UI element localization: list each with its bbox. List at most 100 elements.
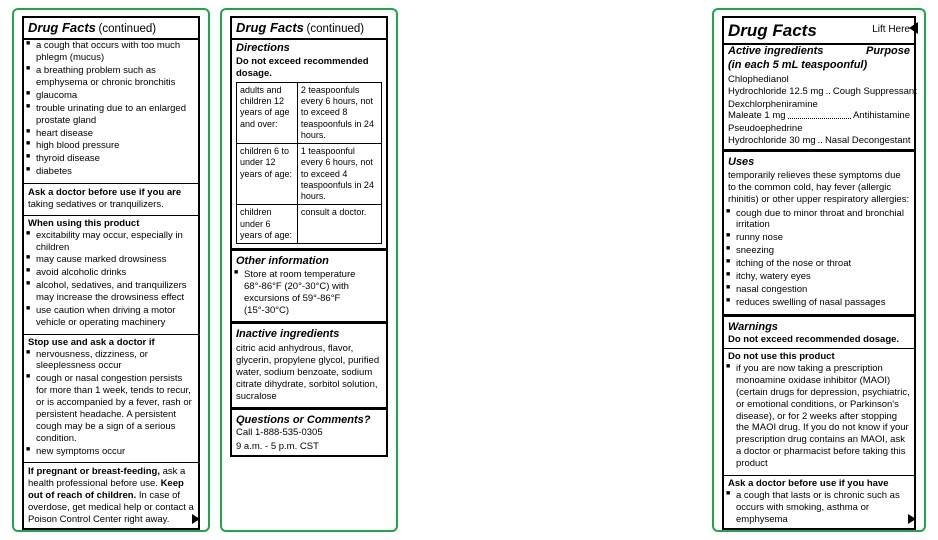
panel-warnings-continued: Drug Facts (continued) a cough that occu… xyxy=(12,8,210,532)
dots: .. xyxy=(818,135,823,147)
list-item: thyroid disease xyxy=(36,153,194,165)
ingredient-name-line2: Maleate 1 mg xyxy=(728,110,786,122)
list-item: nasal congestion xyxy=(736,284,910,296)
panel-drug-facts-main: Drug Facts Lift Here Active ingredients … xyxy=(712,8,926,532)
list-item: trouble urinating due to an enlarged pro… xyxy=(36,103,194,127)
list-item: may cause marked drowsiness xyxy=(36,254,194,266)
table-row: adults and children 12 years of age and … xyxy=(237,82,382,143)
list-item: itching of the nose or throat xyxy=(736,258,910,270)
dosage-amount: 2 teaspoonfuls every 6 hours, not to exc… xyxy=(297,82,381,143)
inactive-body: citric acid anhydrous, flavor, glycerin,… xyxy=(232,342,386,404)
list-item: Store at room temperature 68°-86°F (20°-… xyxy=(244,269,382,317)
lift-here-label: Lift Here xyxy=(872,24,910,37)
purpose-label: Purpose xyxy=(866,45,910,59)
list-item: use caution when driving a motor vehicle… xyxy=(36,305,194,329)
list-item: excitability may occur, especially in ch… xyxy=(36,230,194,254)
stop-use-head: Stop use and ask a doctor if xyxy=(24,337,198,349)
list-item: nervousness, dizziness, or sleeplessness… xyxy=(36,349,194,373)
list-item: avoid alcoholic drinks xyxy=(36,267,194,279)
divider xyxy=(724,314,914,317)
other-info-head: Other information xyxy=(232,253,386,269)
ingredient-purpose: Nasal Decongestant xyxy=(825,135,911,147)
divider xyxy=(24,183,198,184)
panel1-title: Drug Facts (continued) xyxy=(24,18,198,40)
ask-doctor-have-list: a cough that lasts or is chronic such as… xyxy=(724,490,914,529)
directions-sub: Do not exceed recommended dosage. xyxy=(232,56,386,80)
divider xyxy=(232,407,386,410)
pregnant-block: If pregnant or breast-feeding, ask a hea… xyxy=(24,465,198,527)
list-item: runny nose xyxy=(736,232,910,244)
ingredient-name-line1: Chlophedianol xyxy=(724,73,914,86)
ingredient-row: Hydrochloride 30 mg..Nasal Decongestant xyxy=(724,135,914,147)
dots xyxy=(788,110,851,119)
ingredient-name-line2: Hydrochloride 12.5 mg xyxy=(728,86,824,98)
panel1-title-main: Drug Facts xyxy=(28,20,96,35)
divider xyxy=(24,215,198,216)
uses-list: cough due to minor throat and bronchial … xyxy=(724,208,914,312)
directions-head: Directions xyxy=(232,40,386,56)
divider xyxy=(232,321,386,324)
other-info-list: Store at room temperature 68°-86°F (20°-… xyxy=(232,269,386,320)
list-item: cough due to minor throat and bronchial … xyxy=(736,208,910,232)
dosage-amount: consult a doctor. xyxy=(297,205,381,244)
ingredient-row: Maleate 1 mg Antihistamine xyxy=(724,110,914,122)
panel1-box: Drug Facts (continued) a cough that occu… xyxy=(22,16,200,530)
ask-doctor-before-use-head: Ask a doctor before use if you are xyxy=(28,187,181,198)
ask-doctor-have-cont-list: a cough that occurs with too much phlegm… xyxy=(24,40,198,181)
divider xyxy=(724,348,914,349)
ingredient-purpose: Antihistamine xyxy=(853,110,910,122)
warnings-head: Warnings xyxy=(724,319,914,335)
list-item: a cough that occurs with too much phlegm… xyxy=(36,40,194,64)
list-item: sneezing xyxy=(736,245,910,257)
pregnant-head: If pregnant or breast-feeding, xyxy=(28,466,160,477)
divider xyxy=(24,334,198,335)
warnings-sub: Do not exceed recommended dosage. xyxy=(724,334,914,346)
when-using-list: excitability may occur, especially in ch… xyxy=(24,230,198,332)
active-ingredients-list: ChlophedianolHydrochloride 12.5 mg..Coug… xyxy=(724,73,914,147)
active-ingredients-label: Active ingredients xyxy=(728,45,823,59)
list-item: new symptoms occur xyxy=(36,446,194,458)
panel-directions: Drug Facts (continued) Directions Do not… xyxy=(220,8,398,532)
active-ingredients-sub: (in each 5 mL teaspoonful) xyxy=(724,59,914,73)
do-not-use-head: Do not use this product xyxy=(724,351,914,363)
ingredient-name-line2: Hydrochloride 30 mg xyxy=(728,135,816,147)
stop-use-list: nervousness, dizziness, or sleeplessness… xyxy=(24,349,198,461)
divider xyxy=(724,475,914,476)
do-not-use-list: if you are now taking a prescription mon… xyxy=(724,363,914,473)
uses-head: Uses xyxy=(724,154,914,170)
divider xyxy=(24,462,198,463)
list-item: diabetes xyxy=(36,166,194,178)
panel3-box: Drug Facts Lift Here Active ingredients … xyxy=(722,16,916,530)
divider xyxy=(724,149,914,152)
ingredient-row: Hydrochloride 12.5 mg..Cough Suppressant xyxy=(724,86,914,98)
active-ingredients-head: Active ingredients Purpose xyxy=(724,45,914,59)
list-item: reduces swelling of nasal passages xyxy=(736,297,910,309)
uses-intro: temporarily relieves these symptoms due … xyxy=(724,170,914,208)
list-item: a breathing problem such as emphysema or… xyxy=(36,65,194,89)
table-row: children 6 to under 12 years of age:1 te… xyxy=(237,144,382,205)
dots: .. xyxy=(826,86,831,98)
panel2-title-main: Drug Facts xyxy=(236,20,304,35)
dosage-who: children under 6 years of age: xyxy=(237,205,298,244)
continue-arrow-icon xyxy=(908,514,916,524)
lift-tab-icon xyxy=(909,22,918,34)
ingredient-purpose: Cough Suppressant xyxy=(833,86,917,98)
divider xyxy=(232,248,386,251)
ask-doctor-have-head: Ask a doctor before use if you have xyxy=(724,478,914,490)
list-item: heart disease xyxy=(36,128,194,140)
drug-facts-page: Drug Facts (continued) a cough that occu… xyxy=(0,0,938,540)
dosage-who: children 6 to under 12 years of age: xyxy=(237,144,298,205)
list-item: glaucoma xyxy=(36,90,194,102)
inactive-head: Inactive ingredients xyxy=(232,326,386,342)
list-item: a cough that lasts or is chronic such as… xyxy=(736,490,910,526)
dosage-amount: 1 teaspoonful every 6 hours, not to exce… xyxy=(297,144,381,205)
ingredient-name-line1: Pseudoephedrine xyxy=(724,122,914,135)
panel3-title: Drug Facts Lift Here xyxy=(724,18,914,45)
panel3-title-main: Drug Facts xyxy=(728,21,817,40)
questions-phone: Call 1-888-535-0305 xyxy=(232,427,386,441)
when-using-head: When using this product xyxy=(24,218,198,230)
ask-doctor-before-use: Ask a doctor before use if you are takin… xyxy=(24,186,198,213)
ingredient-name-line1: Dexchlorpheniramine xyxy=(724,98,914,111)
table-row: children under 6 years of age:consult a … xyxy=(237,205,382,244)
dosage-who: adults and children 12 years of age and … xyxy=(237,82,298,143)
